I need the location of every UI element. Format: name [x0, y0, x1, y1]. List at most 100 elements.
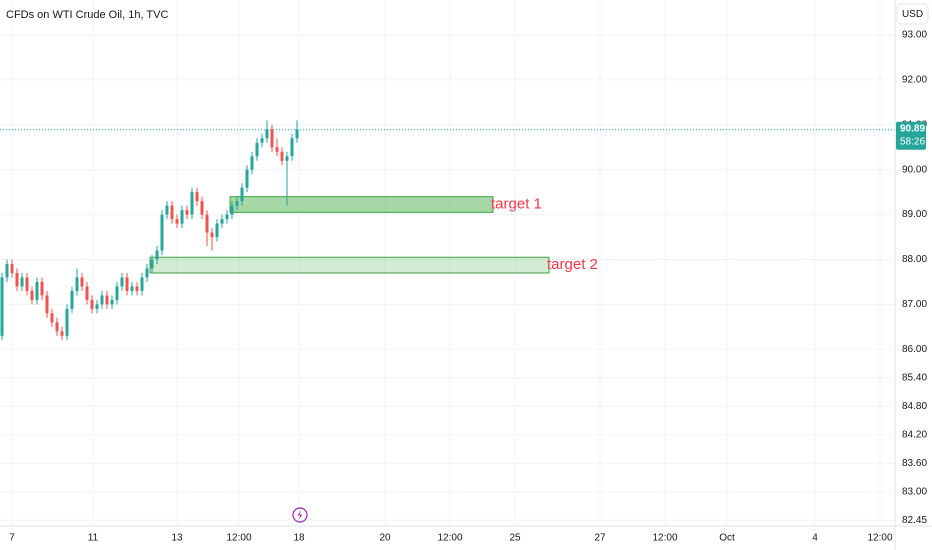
y-tick-label: 93.00	[902, 30, 927, 41]
candle-body	[220, 219, 224, 224]
y-tick-label: 84.80	[902, 401, 927, 412]
y-tick-label: 86.00	[902, 344, 927, 355]
candle-body	[25, 277, 29, 291]
candle-body	[35, 281, 39, 300]
x-tick-label: 25	[509, 533, 521, 544]
candle-body	[105, 295, 109, 305]
event-icon[interactable]	[292, 507, 308, 523]
x-tick-label: 7	[9, 533, 15, 544]
candle-body	[215, 223, 219, 238]
candle-body	[65, 308, 69, 336]
candle-body	[100, 295, 104, 305]
x-tick-label: 20	[379, 533, 391, 544]
candle-body	[85, 286, 89, 300]
x-tick-label: 12:00	[226, 533, 251, 544]
candle-body	[50, 313, 54, 323]
candle-body	[30, 290, 34, 300]
candle-body	[285, 156, 289, 161]
currency-button[interactable]	[896, 3, 929, 25]
x-tick-label: 12:00	[867, 533, 892, 544]
x-tick-label: 11	[88, 533, 99, 544]
candle-body	[275, 147, 279, 152]
candle-body	[150, 259, 154, 269]
candle-body	[140, 277, 144, 291]
candle-body	[110, 299, 114, 305]
candle-body	[160, 214, 164, 251]
target-zone	[229, 196, 494, 213]
candle-body	[45, 295, 49, 314]
candle-body	[145, 268, 149, 278]
target-label: target 2	[547, 256, 598, 273]
chart-title: CFDs on WTI Crude Oil, 1h, TVC	[6, 9, 168, 21]
y-tick-label: 83.60	[902, 458, 927, 469]
countdown-label: 58:26	[900, 136, 925, 147]
x-tick-label: 13	[171, 533, 183, 544]
candle-body	[55, 322, 59, 332]
target-label: target 1	[491, 195, 542, 212]
candle-body	[255, 142, 259, 157]
last-price-label: 90.89	[900, 123, 925, 134]
event-icon-bolt	[297, 510, 303, 520]
candle-body	[185, 210, 189, 215]
candle-body	[290, 138, 294, 157]
candle-body	[200, 201, 204, 215]
candle-body	[170, 205, 174, 220]
candle-body	[15, 272, 19, 287]
y-tick-label: 92.00	[902, 75, 927, 86]
candle-body	[295, 129, 299, 139]
candle-body	[175, 219, 179, 224]
candle-body	[155, 250, 159, 260]
x-tick-label: 18	[293, 533, 305, 544]
candle-body	[180, 210, 184, 224]
candle-body	[210, 232, 214, 238]
candle-body	[280, 151, 284, 161]
y-tick-label: 84.20	[902, 429, 927, 440]
y-tick-label: 87.00	[902, 299, 927, 310]
candle-body	[265, 129, 269, 139]
candle-body	[40, 281, 44, 296]
candle-body	[245, 169, 249, 188]
last-price-badge	[896, 121, 926, 150]
x-tick-label: 12:00	[652, 533, 677, 544]
y-tick-label: 85.40	[902, 372, 927, 383]
x-tick-label: Oct	[719, 533, 735, 544]
candle-body	[75, 277, 79, 291]
candle-body	[115, 286, 119, 300]
candle-body	[10, 263, 14, 273]
candle-body	[80, 277, 84, 287]
candle-body	[225, 214, 229, 220]
y-tick-label: 82.45	[902, 515, 927, 526]
candle-body	[250, 156, 254, 170]
y-tick-label: 88.00	[902, 254, 927, 265]
grid	[0, 0, 895, 526]
candle-body	[235, 201, 239, 206]
candle-body	[190, 192, 194, 215]
candle-body	[260, 138, 264, 143]
candle-body	[120, 277, 124, 287]
candle-body	[165, 205, 169, 215]
candle-body	[0, 277, 4, 336]
plot	[0, 120, 895, 341]
candle-body	[130, 286, 134, 291]
candle-body	[5, 263, 9, 278]
candle-body	[95, 304, 99, 309]
candle-body	[240, 187, 244, 202]
target-zone	[149, 256, 550, 274]
currency-label: USD	[902, 9, 923, 20]
y-tick-label: 83.00	[902, 486, 927, 497]
candle-body	[230, 205, 234, 215]
candle-body	[270, 129, 274, 148]
x-tick-label: 12:00	[437, 533, 462, 544]
candle-body	[195, 192, 199, 202]
candle-body	[90, 299, 94, 309]
candle-body	[205, 214, 209, 233]
x-tick-label: 4	[812, 533, 818, 544]
candle-body	[60, 331, 64, 336]
y-tick-label: 89.00	[902, 209, 927, 220]
y-tick-label: 90.00	[902, 164, 927, 175]
x-tick-label: 27	[594, 533, 606, 544]
candle-body	[20, 277, 24, 287]
candle-body	[135, 286, 139, 291]
